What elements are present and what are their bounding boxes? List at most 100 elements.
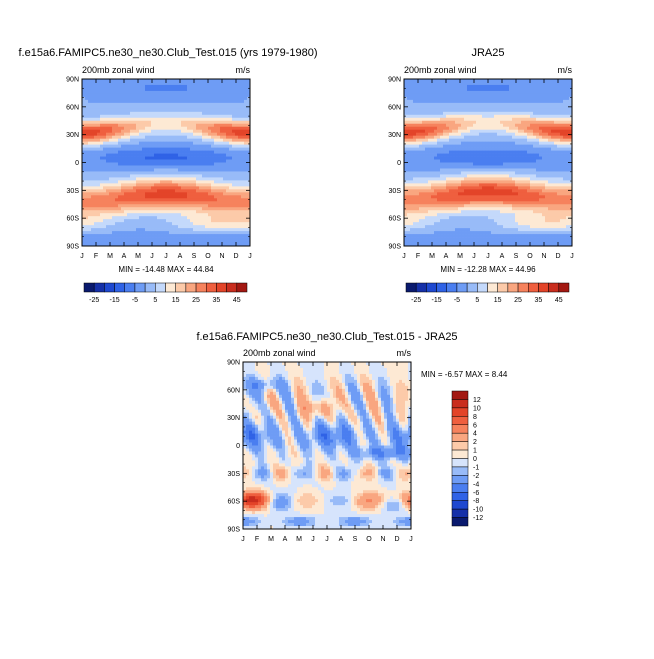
contour-cell bbox=[154, 228, 157, 231]
contour-cell bbox=[94, 130, 97, 133]
contour-cell bbox=[169, 91, 172, 94]
contour-cell bbox=[244, 222, 247, 225]
contour-cell bbox=[211, 201, 214, 204]
contour-cell bbox=[190, 145, 193, 148]
contour-cell bbox=[431, 160, 434, 163]
contour-cell bbox=[428, 163, 431, 166]
contour-cell bbox=[106, 112, 109, 115]
contour-cell bbox=[473, 91, 476, 94]
contour-cell bbox=[157, 231, 160, 234]
contour-cell bbox=[479, 82, 482, 85]
contour-cell bbox=[214, 133, 217, 136]
contour-cell bbox=[446, 183, 449, 186]
contour-cell bbox=[226, 157, 229, 160]
contour-cell bbox=[163, 183, 166, 186]
contour-cell bbox=[449, 216, 452, 219]
contour-cell bbox=[488, 237, 491, 240]
contour-cell bbox=[413, 82, 416, 85]
contour-cell bbox=[223, 154, 226, 157]
contour-cell bbox=[467, 219, 470, 222]
contour-cell bbox=[196, 88, 199, 91]
contour-cell bbox=[172, 210, 175, 213]
contour-cell bbox=[136, 139, 139, 142]
contour-cell bbox=[446, 177, 449, 180]
contour-cell bbox=[100, 174, 103, 177]
contour-cell bbox=[145, 198, 148, 201]
contour-cell bbox=[485, 103, 488, 106]
contour-cell bbox=[437, 127, 440, 130]
contour-cell bbox=[139, 151, 142, 154]
contour-cell bbox=[127, 216, 130, 219]
contour-cell bbox=[226, 186, 229, 189]
contour-cell bbox=[118, 142, 121, 145]
contour-cell bbox=[437, 189, 440, 192]
contour-cell bbox=[479, 115, 482, 118]
contour-cell bbox=[139, 204, 142, 207]
contour-cell bbox=[190, 163, 193, 166]
contour-cell bbox=[220, 100, 223, 103]
contour-cell bbox=[97, 85, 100, 88]
contour-cell bbox=[413, 186, 416, 189]
contour-cell bbox=[449, 133, 452, 136]
contour-cell bbox=[169, 154, 172, 157]
contour-cell bbox=[133, 148, 136, 151]
contour-cell bbox=[482, 231, 485, 234]
contour-cell bbox=[470, 177, 473, 180]
contour-cell bbox=[124, 195, 127, 198]
contour-cell bbox=[452, 160, 455, 163]
contour-cell bbox=[241, 88, 244, 91]
contour-cell bbox=[154, 97, 157, 100]
contour-cell bbox=[145, 148, 148, 151]
contour-cell bbox=[428, 234, 431, 237]
contour-cell bbox=[452, 189, 455, 192]
contour-cell bbox=[443, 189, 446, 192]
contour-cell bbox=[91, 115, 94, 118]
contour-cell bbox=[449, 198, 452, 201]
contour-cell bbox=[217, 198, 220, 201]
contour-cell bbox=[178, 195, 181, 198]
contour-cell bbox=[184, 237, 187, 240]
contour-cell bbox=[202, 91, 205, 94]
contour-cell bbox=[226, 201, 229, 204]
contour-cell bbox=[217, 192, 220, 195]
contour-cell bbox=[226, 106, 229, 109]
contour-cell bbox=[425, 165, 428, 168]
contour-cell bbox=[118, 225, 121, 228]
contour-cell bbox=[118, 186, 121, 189]
contour-cell bbox=[214, 103, 217, 106]
contour-cell bbox=[127, 106, 130, 109]
contour-cell bbox=[130, 103, 133, 106]
contour-cell bbox=[187, 219, 190, 222]
contour-cell bbox=[428, 118, 431, 121]
contour-cell bbox=[491, 154, 494, 157]
contour-cell bbox=[208, 240, 211, 243]
contour-cell bbox=[199, 192, 202, 195]
contour-cell bbox=[220, 183, 223, 186]
contour-cell bbox=[428, 186, 431, 189]
contour-cell bbox=[184, 240, 187, 243]
contour-cell bbox=[157, 139, 160, 142]
contour-cell bbox=[148, 160, 151, 163]
contour-cell bbox=[193, 133, 196, 136]
contour-cell bbox=[220, 139, 223, 142]
contour-cell bbox=[410, 192, 413, 195]
contour-cell bbox=[139, 189, 142, 192]
contour-cell bbox=[425, 225, 428, 228]
contour-cell bbox=[88, 163, 91, 166]
contour-cell bbox=[425, 151, 428, 154]
contour-cell bbox=[175, 204, 178, 207]
contour-cell bbox=[455, 160, 458, 163]
contour-cell bbox=[461, 133, 464, 136]
contour-cell bbox=[434, 97, 437, 100]
contour-cell bbox=[202, 219, 205, 222]
contour-cell bbox=[238, 222, 241, 225]
contour-cell bbox=[154, 192, 157, 195]
contour-cell bbox=[88, 85, 91, 88]
contour-cell bbox=[160, 82, 163, 85]
contour-cell bbox=[88, 240, 91, 243]
contour-cell bbox=[232, 195, 235, 198]
contour-cell bbox=[413, 228, 416, 231]
contour-cell bbox=[160, 133, 163, 136]
contour-cell bbox=[211, 124, 214, 127]
contour-cell bbox=[208, 192, 211, 195]
